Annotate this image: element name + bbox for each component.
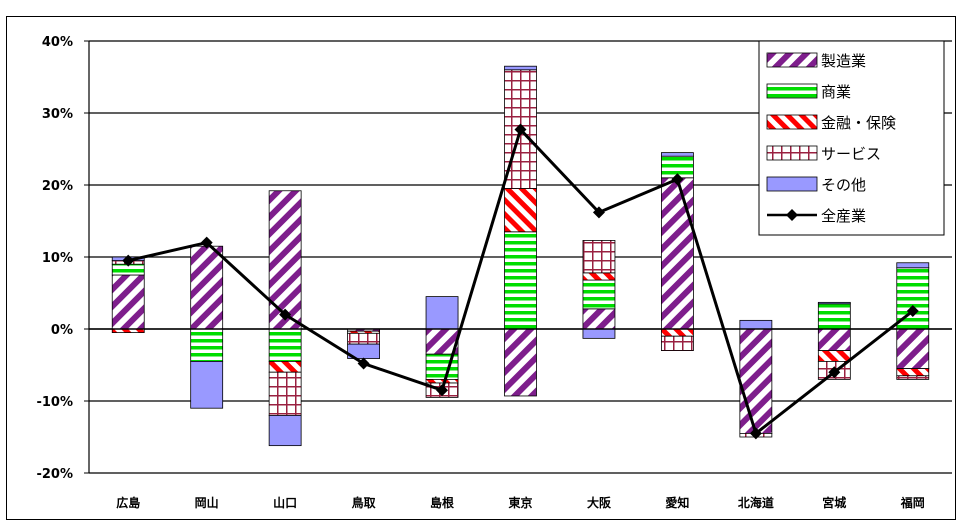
total-line-marker bbox=[200, 236, 213, 249]
bar-segment bbox=[268, 360, 302, 373]
x-category-label: 北海道 bbox=[738, 495, 774, 510]
total-line-marker bbox=[436, 384, 449, 397]
legend-label: 商業 bbox=[821, 83, 851, 101]
bar-segment bbox=[817, 328, 851, 352]
legend-swatch bbox=[766, 145, 818, 161]
x-category-label: 鳥取 bbox=[352, 495, 376, 510]
bar-segment bbox=[582, 279, 616, 310]
bar-segment bbox=[425, 378, 459, 384]
x-category-label: 宮城 bbox=[822, 495, 846, 510]
bar-segment bbox=[817, 350, 851, 362]
total-line-marker bbox=[671, 173, 684, 186]
x-category-label: 福岡 bbox=[900, 495, 925, 510]
bar-segment bbox=[190, 328, 224, 362]
y-axis-ticks: 40% 30% 20% 10% 0% -10% -20% bbox=[36, 35, 89, 482]
bar-segment bbox=[111, 274, 145, 330]
legend-label: 全産業 bbox=[821, 207, 866, 225]
bar-segment bbox=[190, 360, 224, 409]
x-category-label: 愛知 bbox=[665, 495, 689, 510]
legend-swatch bbox=[766, 83, 818, 99]
legend-swatch bbox=[766, 176, 818, 192]
bar-segment bbox=[661, 335, 694, 352]
y-tick-label: 30% bbox=[42, 107, 73, 122]
total-line-marker bbox=[122, 254, 135, 267]
bar-segment bbox=[817, 303, 851, 330]
total-line-marker bbox=[592, 206, 605, 219]
x-category-label: 島根 bbox=[430, 495, 454, 510]
bar-segment bbox=[504, 65, 537, 71]
y-tick-label: 20% bbox=[42, 179, 73, 194]
total-line-marker bbox=[906, 305, 919, 317]
bar-segment bbox=[190, 245, 224, 330]
legend-label: 製造業 bbox=[821, 52, 866, 70]
bar-segment bbox=[504, 188, 537, 233]
legend-swatch bbox=[766, 114, 818, 130]
bar-segment bbox=[896, 328, 930, 369]
total-line-marker bbox=[514, 123, 527, 136]
y-tick-label: 0% bbox=[51, 323, 73, 338]
chart-frame: 40% 30% 20% 10% 0% -10% -20% 広島 岡山 山口 鳥取 島根 東京 大阪 愛知 北… bbox=[6, 16, 956, 520]
total-line-marker bbox=[279, 308, 292, 321]
bar-segment bbox=[739, 328, 773, 434]
bar-segment bbox=[896, 262, 930, 269]
legend-label: 金融・保険 bbox=[821, 114, 896, 132]
x-axis-labels: 広島 岡山 山口 鳥取 島根 東京 大阪 愛知 北海道 宮城 福岡 bbox=[116, 495, 925, 510]
bar-segment bbox=[268, 190, 302, 330]
bar-segment bbox=[347, 332, 380, 345]
x-category-label: 広島 bbox=[116, 495, 140, 510]
x-category-label: 東京 bbox=[508, 495, 532, 510]
bar-segment bbox=[896, 375, 930, 380]
total-line-marker bbox=[749, 427, 762, 440]
y-tick-label: 40% bbox=[42, 35, 73, 50]
legend-box bbox=[758, 40, 945, 236]
y-tick-label: -20% bbox=[36, 467, 73, 482]
bar-segment bbox=[739, 319, 773, 330]
total-line-marker bbox=[828, 366, 841, 379]
bar-segment bbox=[817, 301, 851, 305]
bar-segment bbox=[504, 328, 537, 397]
legend-swatch bbox=[766, 52, 818, 68]
bar-segment bbox=[896, 368, 930, 377]
line-layer bbox=[122, 123, 919, 440]
bar-segment bbox=[582, 308, 616, 330]
bar-segment bbox=[504, 231, 537, 330]
bar-segment bbox=[268, 371, 302, 416]
x-category-label: 大阪 bbox=[587, 495, 612, 510]
y-tick-label: 10% bbox=[42, 251, 73, 266]
bar-segment bbox=[268, 328, 302, 362]
legend-label: その他 bbox=[821, 176, 866, 194]
legend-label: サービス bbox=[821, 145, 881, 163]
x-category-label: 岡山 bbox=[195, 495, 219, 510]
total-line-marker bbox=[357, 357, 370, 370]
x-category-label: 山口 bbox=[273, 495, 297, 510]
legend-line-marker bbox=[786, 209, 798, 221]
bar-segment bbox=[661, 328, 694, 337]
bar-segment bbox=[661, 177, 694, 330]
chart-svg: 40% 30% 20% 10% 0% -10% -20% 広島 岡山 山口 鳥取 島根 東京 大阪 愛知 北… bbox=[36, 35, 952, 510]
bar-segment bbox=[582, 328, 616, 339]
bar-segment bbox=[268, 414, 302, 447]
bar-segment bbox=[582, 240, 616, 274]
bar-segment bbox=[661, 152, 694, 157]
axis-layer bbox=[88, 41, 952, 473]
bar-segment bbox=[425, 296, 459, 330]
bar-segment bbox=[582, 272, 616, 281]
y-tick-label: -10% bbox=[36, 395, 73, 410]
